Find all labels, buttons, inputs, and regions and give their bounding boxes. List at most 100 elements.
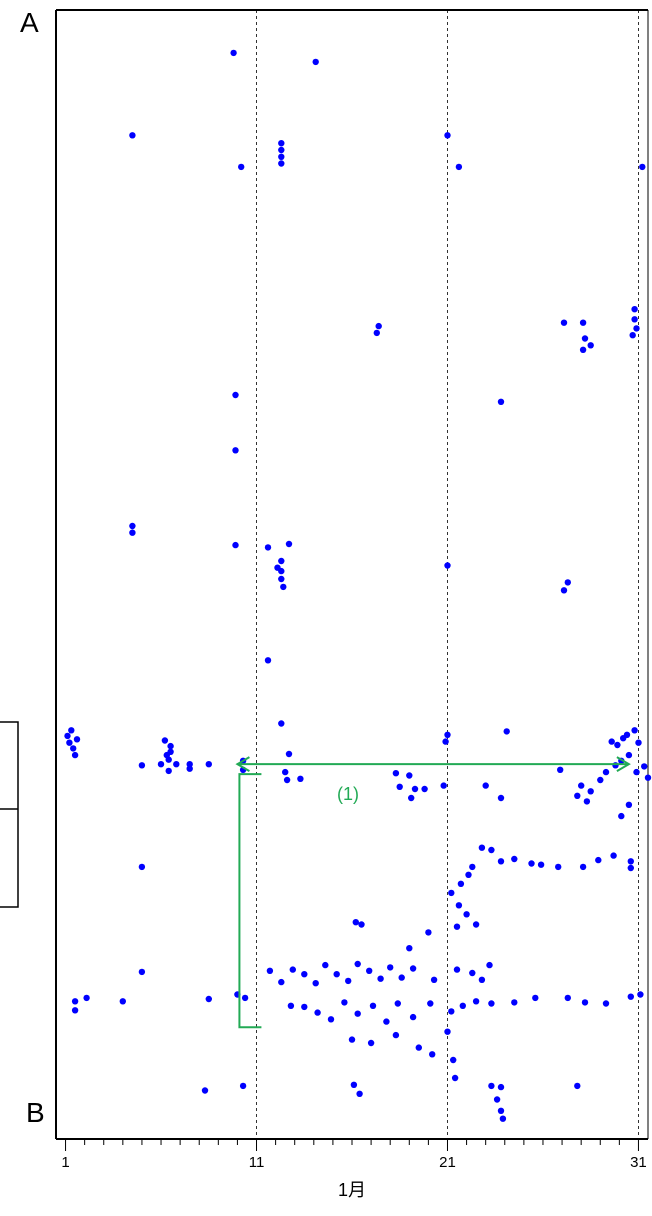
- data-point: [230, 49, 237, 57]
- data-point: [408, 794, 415, 802]
- data-point: [627, 993, 634, 1000]
- data-point: [70, 745, 77, 752]
- data-point: [129, 529, 136, 536]
- data-point: [239, 1082, 247, 1090]
- data-point: [618, 812, 625, 820]
- data-point: [469, 969, 476, 977]
- data-point: [497, 1083, 505, 1091]
- data-point: [614, 741, 621, 749]
- data-point: [138, 968, 146, 976]
- data-point: [532, 994, 539, 1002]
- data-point: [66, 739, 73, 746]
- data-point: [377, 975, 384, 982]
- data-point: [602, 1000, 610, 1007]
- data-point: [627, 864, 634, 872]
- data-point: [488, 1000, 495, 1007]
- data-point: [444, 562, 451, 569]
- data-point: [278, 146, 285, 154]
- data-point: [633, 768, 640, 776]
- data-point: [232, 391, 239, 399]
- data-point: [375, 322, 382, 330]
- plot-frame: [55, 9, 649, 1140]
- data-point: [511, 855, 518, 863]
- data-point: [440, 782, 447, 789]
- data-point: [278, 978, 285, 986]
- data-point: [283, 776, 291, 784]
- data-point: [448, 889, 455, 897]
- data-point: [282, 768, 289, 776]
- data-point: [356, 1090, 363, 1098]
- data-point: [173, 761, 180, 768]
- data-point: [138, 863, 146, 871]
- data-point: [396, 783, 403, 790]
- data-point: [421, 785, 428, 793]
- data-point: [366, 967, 373, 974]
- data-point: [289, 966, 296, 973]
- data-point: [463, 911, 470, 918]
- x-tick-label: 31: [630, 1154, 647, 1171]
- data-point: [581, 335, 589, 342]
- data-point: [348, 1036, 356, 1043]
- data-point: [327, 1016, 335, 1023]
- data-point: [186, 765, 193, 772]
- data-point: [497, 794, 505, 802]
- data-point: [579, 346, 587, 353]
- data-point: [497, 398, 505, 405]
- data-point: [595, 856, 602, 864]
- data-point: [358, 921, 365, 928]
- data-point: [497, 858, 505, 865]
- data-point: [528, 860, 535, 867]
- data-point: [165, 767, 172, 775]
- x-axis-ticks: 1 11 21 31: [61, 1139, 647, 1171]
- data-point: [641, 763, 648, 770]
- data-point: [478, 844, 486, 851]
- data-point: [637, 991, 644, 998]
- data-point: [161, 737, 169, 744]
- data-point: [625, 801, 633, 808]
- data-point: [448, 1008, 455, 1015]
- data-point: [406, 945, 413, 952]
- data-point: [450, 1056, 457, 1064]
- data-point: [312, 980, 319, 987]
- data-point: [564, 579, 571, 586]
- data-point: [610, 852, 617, 859]
- data-point: [333, 971, 340, 978]
- data-point: [488, 1082, 495, 1090]
- data-point: [71, 1007, 79, 1014]
- data-point: [597, 776, 604, 784]
- x-axis-label: 1月: [338, 1180, 366, 1200]
- data-point: [301, 971, 308, 978]
- data-point: [411, 785, 419, 793]
- data-point: [581, 999, 589, 1006]
- data-point: [511, 999, 518, 1006]
- data-point: [629, 332, 636, 339]
- data-point: [631, 306, 638, 313]
- data-point: [352, 919, 359, 926]
- data-point: [453, 966, 461, 973]
- data-point: [579, 319, 587, 326]
- data-point: [564, 994, 571, 1002]
- data-point: [612, 762, 619, 769]
- data-point: [278, 557, 285, 565]
- data-point: [459, 1002, 466, 1009]
- data-point: [301, 1003, 308, 1011]
- data-point: [444, 132, 451, 139]
- data-point: [555, 863, 562, 871]
- data-point: [444, 1028, 451, 1035]
- data-point: [415, 1044, 422, 1051]
- data-point: [639, 163, 646, 171]
- data-point: [392, 770, 400, 777]
- data-point: [578, 782, 585, 789]
- data-point: [488, 846, 495, 854]
- data-point: [367, 1039, 375, 1047]
- data-point: [350, 1081, 358, 1089]
- data-point: [482, 782, 489, 789]
- data-point: [387, 964, 394, 971]
- bracket: [238, 773, 262, 1029]
- data-point: [341, 999, 348, 1006]
- data-point: [406, 772, 413, 779]
- data-point: [635, 739, 642, 746]
- data-point: [129, 132, 136, 139]
- data-point: [274, 564, 281, 571]
